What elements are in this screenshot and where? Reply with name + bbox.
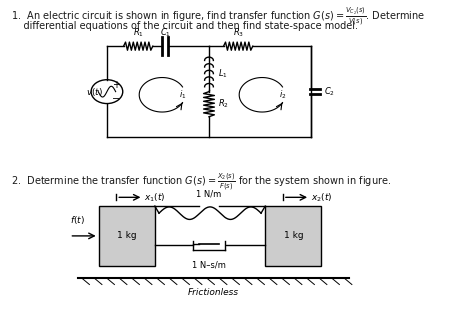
Text: differential equations of the circuit and then find state-space model.: differential equations of the circuit an… — [11, 21, 358, 31]
Text: $x_1(t)$: $x_1(t)$ — [144, 191, 166, 203]
Text: 1 kg: 1 kg — [117, 232, 137, 240]
Text: $f(t)$: $f(t)$ — [70, 215, 85, 226]
Text: Frictionless: Frictionless — [188, 288, 239, 297]
Text: 2.  Determine the transfer function $G(s) = \frac{X_2(s)}{F(s)}$ for the system : 2. Determine the transfer function $G(s)… — [11, 172, 392, 193]
Text: 1 kg: 1 kg — [283, 232, 303, 240]
Text: +: + — [112, 80, 120, 90]
Text: 1 N/m: 1 N/m — [196, 189, 222, 198]
Text: $C_1$: $C_1$ — [160, 27, 171, 39]
Bar — [99, 206, 155, 266]
Text: $R_2$: $R_2$ — [218, 98, 229, 111]
Text: 1.  An electric circuit is shown in figure, find transfer function $G(s) = \frac: 1. An electric circuit is shown in figur… — [11, 5, 425, 27]
Text: $L_1$: $L_1$ — [218, 67, 228, 80]
Text: $v(t)$: $v(t)$ — [86, 86, 103, 98]
Text: $R_1$: $R_1$ — [133, 27, 144, 39]
Text: $i_1$: $i_1$ — [179, 89, 186, 101]
Text: −: − — [112, 94, 120, 104]
Text: $i_2$: $i_2$ — [279, 89, 286, 101]
Text: $C_2$: $C_2$ — [324, 85, 335, 98]
Text: $x_2(t)$: $x_2(t)$ — [311, 191, 332, 203]
Text: 1 N–s/m: 1 N–s/m — [192, 261, 226, 270]
Bar — [265, 206, 321, 266]
Text: $R_3$: $R_3$ — [233, 27, 244, 39]
